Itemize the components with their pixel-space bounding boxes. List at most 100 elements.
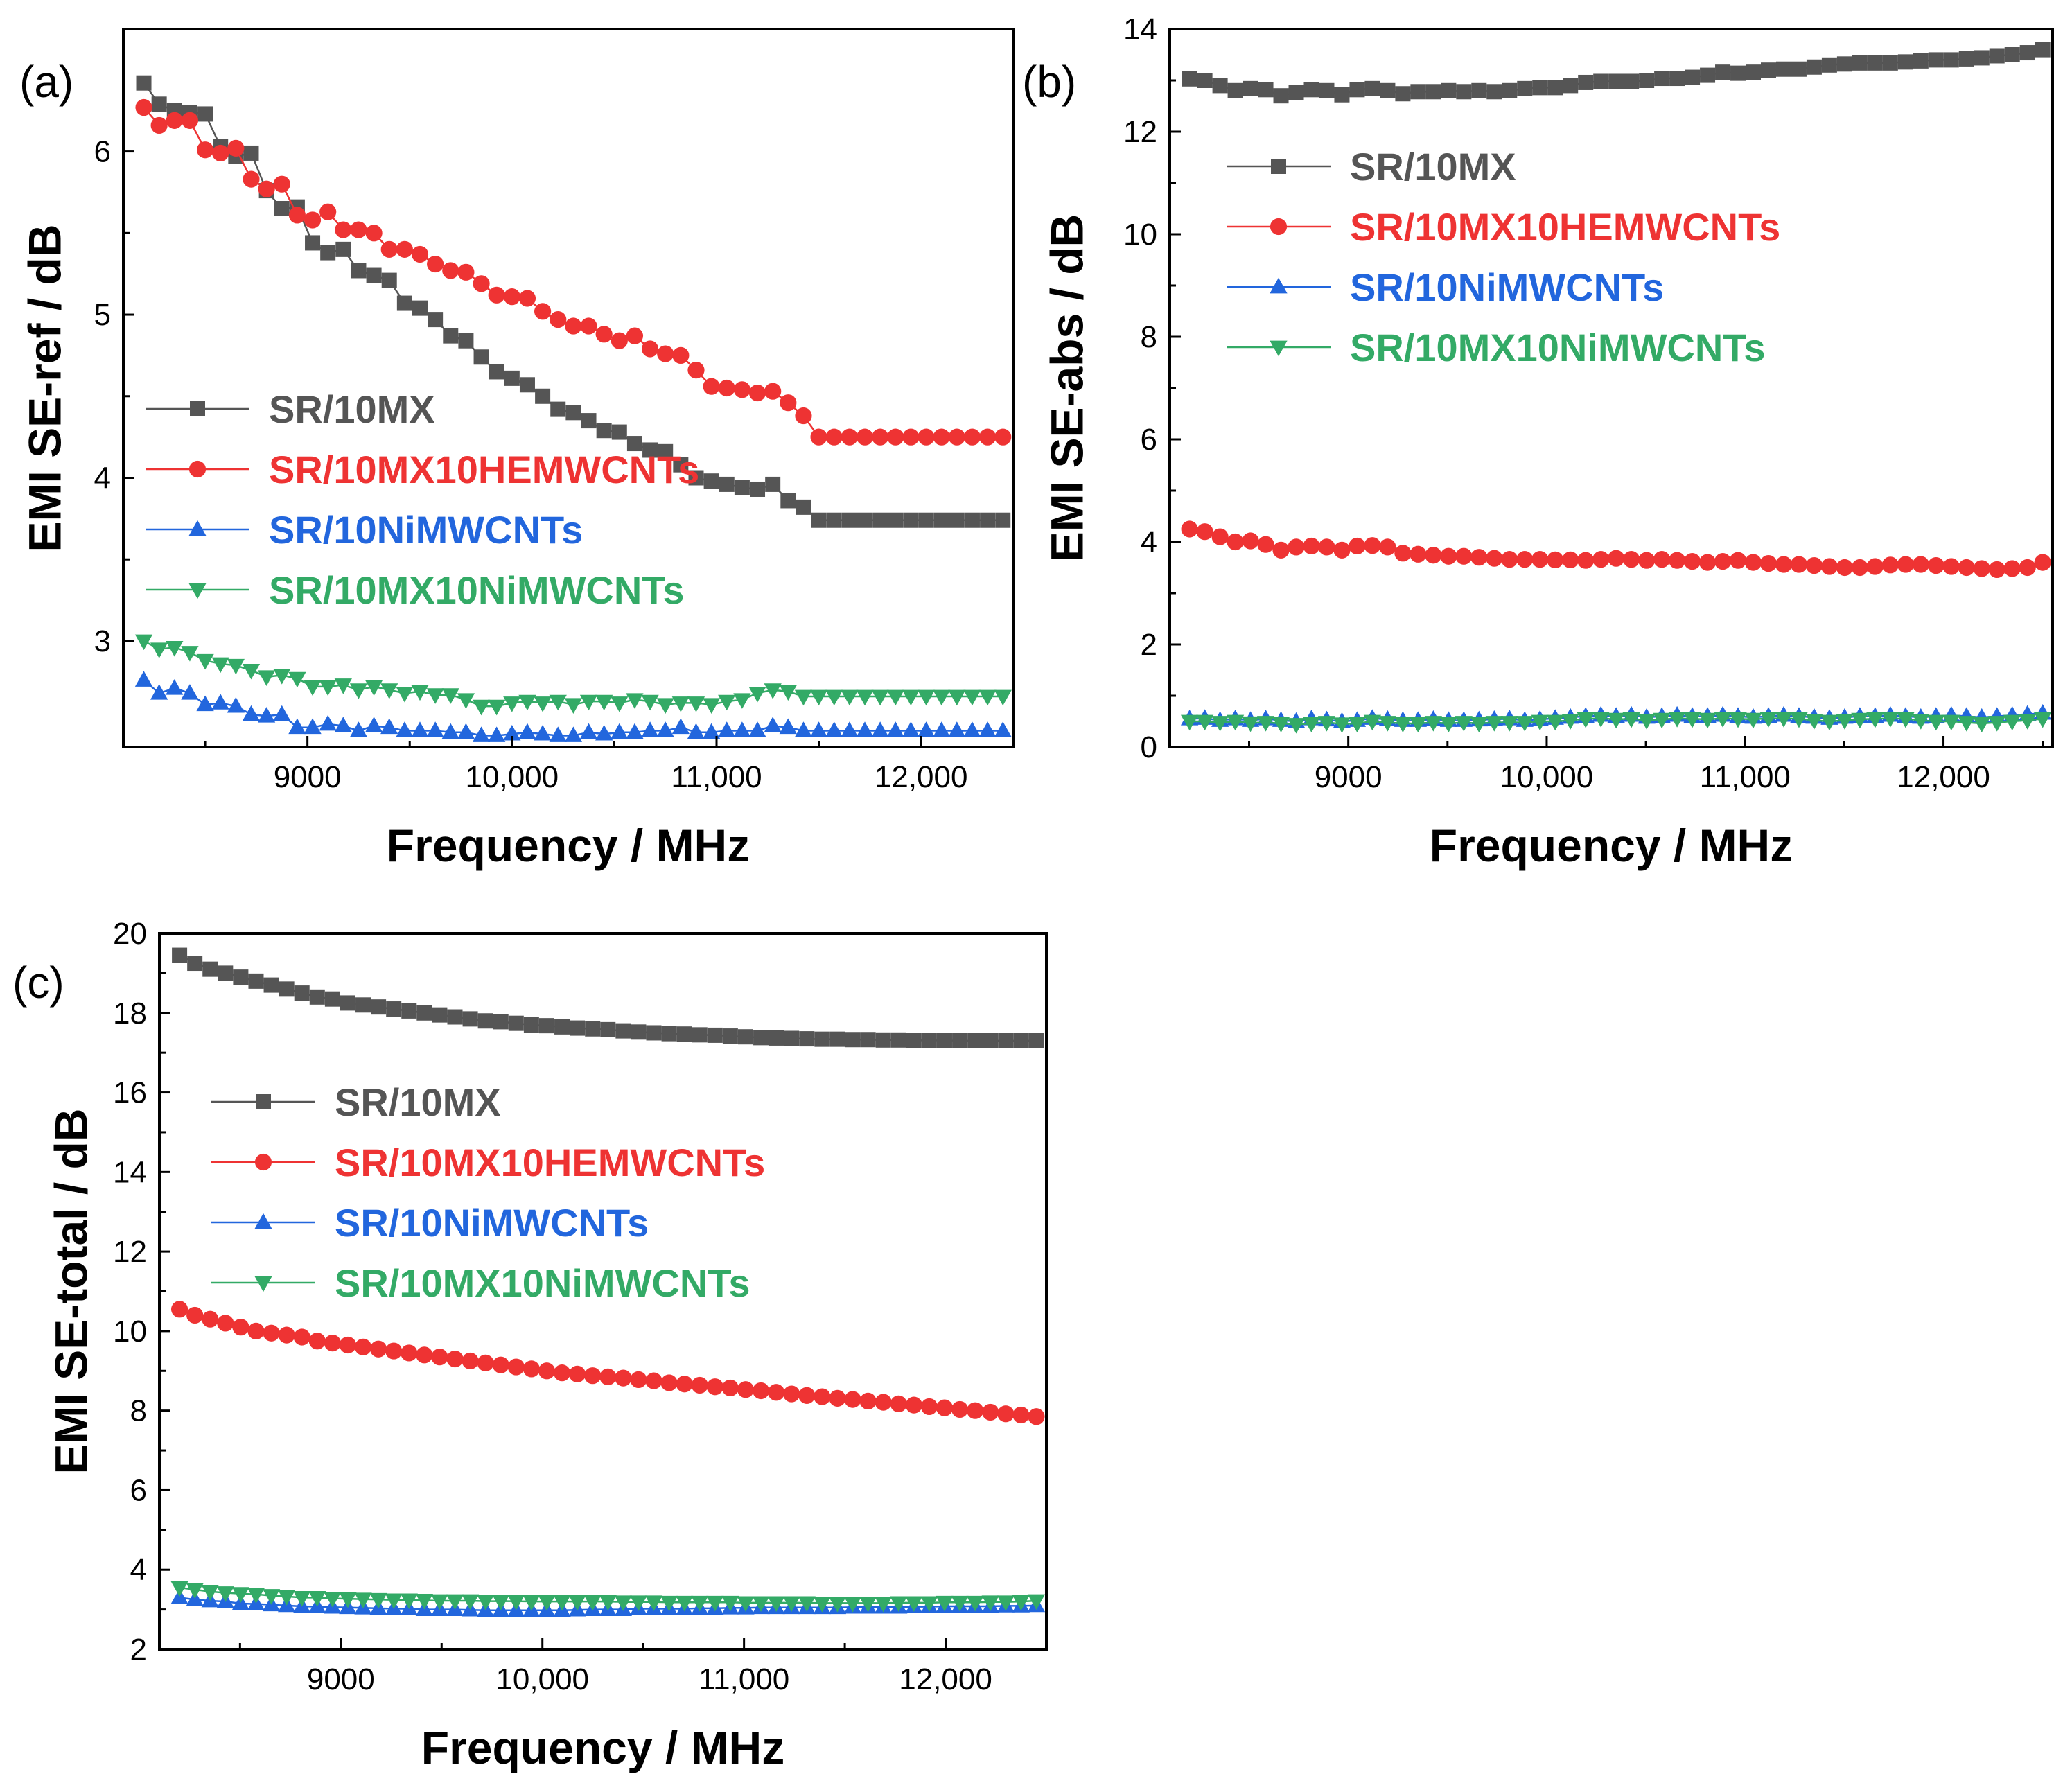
data-point — [1500, 716, 1518, 732]
data-point — [1653, 551, 1671, 568]
data-point — [933, 512, 949, 528]
y-tick-label: 8 — [130, 1394, 147, 1428]
data-point — [1485, 716, 1503, 732]
y-tick-label: 4 — [94, 462, 111, 495]
data-point — [707, 1027, 723, 1043]
data-point — [355, 997, 371, 1013]
data-point — [1318, 538, 1335, 556]
data-point — [1211, 528, 1229, 545]
data-point — [166, 641, 184, 657]
data-point — [809, 689, 828, 706]
data-point — [288, 671, 306, 688]
data-point — [242, 705, 261, 721]
data-point — [396, 686, 414, 703]
data-point — [380, 683, 398, 699]
data-point — [841, 689, 859, 706]
panel-c: (c) 9000 10,000 11,000 12,000 2 4 6 8 10 12 14 16 18 2… — [12, 917, 1048, 1773]
data-point — [1927, 714, 1945, 731]
data-point — [814, 1388, 831, 1405]
data-point — [780, 394, 797, 412]
data-point — [473, 275, 490, 292]
y-axis-title: EMI SE-total / dB — [45, 1109, 96, 1475]
data-point — [304, 211, 322, 229]
data-point — [273, 705, 291, 721]
data-point — [660, 1595, 678, 1612]
data-point — [1775, 556, 1793, 573]
data-point — [1257, 536, 1274, 553]
data-point — [1700, 67, 1716, 83]
data-point — [319, 203, 337, 220]
y-tick-label: 6 — [94, 135, 111, 169]
data-point — [447, 1009, 463, 1025]
data-point — [181, 112, 199, 129]
legend-marker — [254, 1276, 272, 1292]
data-point — [1333, 717, 1351, 733]
data-point — [951, 1595, 969, 1612]
data-point — [1760, 62, 1776, 78]
data-point — [1258, 82, 1274, 98]
data-point — [426, 721, 444, 737]
data-point — [150, 642, 168, 658]
data-point — [277, 1590, 296, 1606]
data-point — [1730, 65, 1746, 81]
data-point — [1227, 82, 1243, 98]
data-point — [340, 995, 355, 1011]
data-point — [564, 726, 583, 742]
data-point — [227, 658, 245, 675]
data-point — [1928, 52, 1944, 68]
data-point — [615, 1023, 631, 1039]
legend-marker — [254, 1153, 272, 1171]
data-point — [918, 428, 935, 446]
data-point — [523, 1360, 540, 1378]
data-point — [339, 1592, 357, 1608]
data-point — [581, 413, 597, 429]
x-tick-label: 12,000 — [875, 760, 968, 794]
x-tick-label: 9000 — [274, 760, 342, 794]
data-point — [1486, 84, 1502, 100]
data-point — [350, 221, 367, 238]
data-point — [257, 670, 276, 686]
data-point — [964, 512, 980, 528]
data-point — [247, 1588, 265, 1604]
data-point — [841, 721, 859, 737]
data-point — [493, 1014, 509, 1030]
data-point — [826, 512, 842, 528]
data-point — [320, 245, 336, 261]
data-point — [216, 1586, 234, 1602]
data-point — [952, 1033, 968, 1048]
data-point — [401, 1003, 417, 1019]
data-point — [1028, 1408, 1045, 1425]
data-point — [519, 377, 535, 393]
data-point — [1912, 556, 1929, 573]
x-tick-label: 11,000 — [671, 760, 762, 794]
data-point — [721, 1595, 739, 1612]
data-point — [1241, 716, 1260, 732]
data-point — [1531, 551, 1549, 568]
data-point — [233, 969, 249, 985]
data-point — [1256, 716, 1275, 732]
data-point — [1638, 552, 1656, 569]
data-point — [936, 1595, 954, 1612]
data-point — [309, 989, 325, 1005]
data-point — [1623, 551, 1640, 568]
data-point — [428, 312, 444, 328]
legend-label: SR/10MX10HEMWCNTs — [335, 1141, 765, 1184]
data-point — [2019, 559, 2036, 577]
data-point — [843, 1597, 862, 1613]
data-point — [1425, 84, 1441, 100]
data-point — [396, 240, 413, 258]
data-point — [784, 1030, 800, 1046]
data-point — [626, 723, 644, 739]
data-point — [1744, 554, 1762, 571]
series-markers-1 — [135, 98, 1012, 446]
data-point — [841, 512, 857, 528]
data-point — [871, 689, 889, 706]
series-markers-1 — [1181, 520, 2051, 579]
data-point — [1563, 78, 1579, 94]
data-point — [458, 333, 474, 349]
data-point — [503, 696, 521, 712]
data-point — [1608, 550, 1625, 567]
data-point — [134, 671, 153, 687]
y-tick-label: 8 — [1141, 320, 1157, 354]
data-point — [733, 721, 751, 737]
